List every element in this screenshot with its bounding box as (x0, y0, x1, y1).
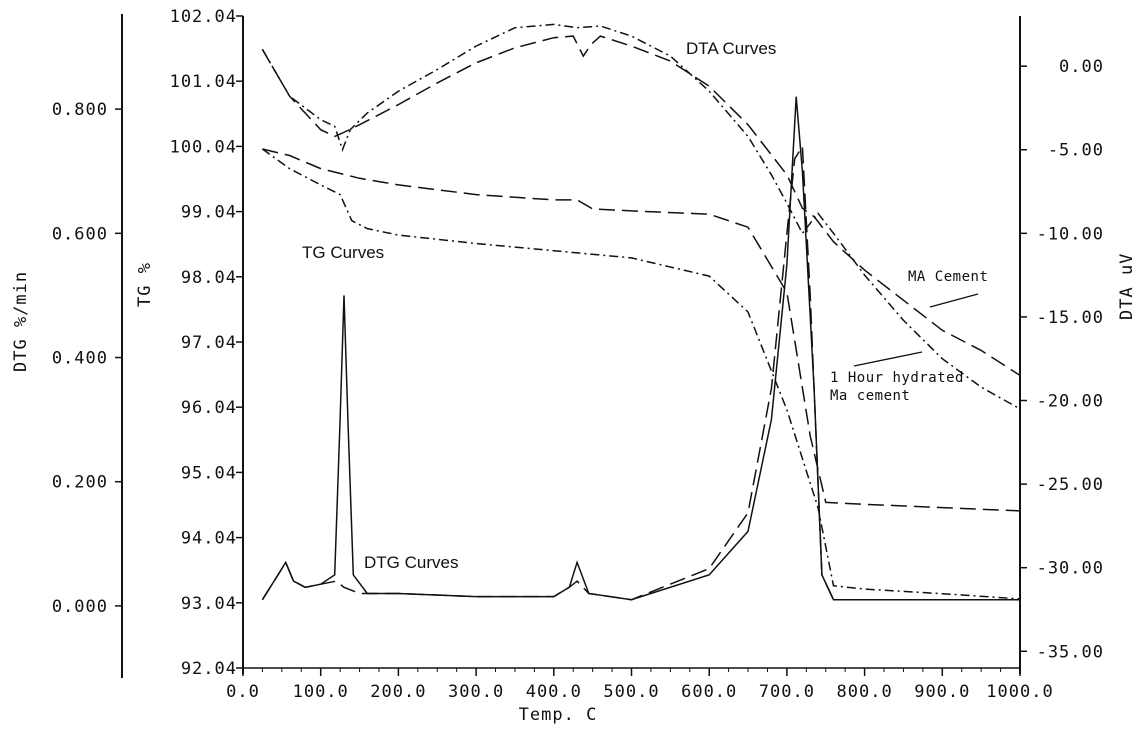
tg-tick-label: 98.04 (181, 268, 237, 288)
dtg-curves-label: DTG Curves (364, 553, 458, 572)
tg-axis-title: TG % (135, 262, 155, 307)
dta-curve-dash (261, 35, 1021, 377)
x-tick-label: 600.0 (681, 682, 737, 702)
x-tick-label: 0.0 (226, 682, 260, 702)
dtg-tick-label: 0.800 (52, 100, 108, 120)
tg-tick-label: 94.04 (181, 529, 237, 549)
dtg-axis-title: DTG %/min (11, 271, 31, 372)
tg-tick-label: 92.04 (181, 659, 237, 679)
x-tick-label: 300.0 (448, 682, 504, 702)
x-tick-label: 100.0 (293, 682, 349, 702)
dta-tick-label: -25.00 (1037, 475, 1104, 495)
tg-tick-label: 101.04 (170, 72, 237, 92)
tg-curves-label: TG Curves (302, 243, 384, 262)
dtg-tick-label: 0.600 (52, 224, 108, 244)
hydrated-label-line1: 1 Hour hydrated (830, 370, 964, 386)
tg-tick-label: 99.04 (181, 203, 237, 223)
tg-tick-label: 100.04 (170, 137, 237, 157)
dta-tick-label: -15.00 (1037, 308, 1104, 328)
x-tick-label: 500.0 (603, 682, 659, 702)
dta-tick-label: -5.00 (1048, 141, 1104, 161)
dtg-tick-label: 0.200 (52, 473, 108, 493)
dta-axis-title: DTA uV (1117, 253, 1137, 320)
ma-cement-label: MA Cement (908, 269, 988, 285)
tg-curve-dash-dot (261, 148, 1021, 600)
dta-curve-dash-dot (261, 23, 1021, 410)
tg-tick-label: 95.04 (181, 463, 237, 483)
x-tick-label: 400.0 (526, 682, 582, 702)
dtg-tick-label: 0.000 (52, 597, 108, 617)
x-tick-label: 700.0 (759, 682, 815, 702)
tg-curve-dash (262, 148, 1021, 512)
dta-tick-label: -30.00 (1037, 559, 1104, 579)
x-tick-label: 800.0 (837, 682, 893, 702)
dtg-tick-label: 0.400 (52, 349, 108, 369)
x-tick-label: 200.0 (370, 682, 426, 702)
dtg-curve-solid (261, 96, 1020, 601)
tg-tick-label: 102.04 (170, 7, 237, 27)
hydrated-label-line2: Ma cement (830, 388, 910, 404)
dta-tick-label: -20.00 (1037, 392, 1104, 412)
dta-tick-label: 0.00 (1059, 57, 1104, 77)
ma-cement-leader (929, 293, 979, 308)
tg-tick-label: 97.04 (181, 333, 237, 353)
hydrated-leader (853, 351, 923, 367)
x-axis-title: Temp. C (519, 705, 598, 725)
dta-curves-label: DTA Curves (686, 39, 776, 58)
dta-tick-label: -35.00 (1037, 642, 1104, 662)
dta-tick-label: -10.00 (1037, 224, 1104, 244)
x-tick-label: 1000.0 (986, 682, 1053, 702)
x-tick-label: 900.0 (914, 682, 970, 702)
tg-tick-label: 93.04 (181, 594, 237, 614)
tg-tick-label: 96.04 (181, 398, 237, 418)
